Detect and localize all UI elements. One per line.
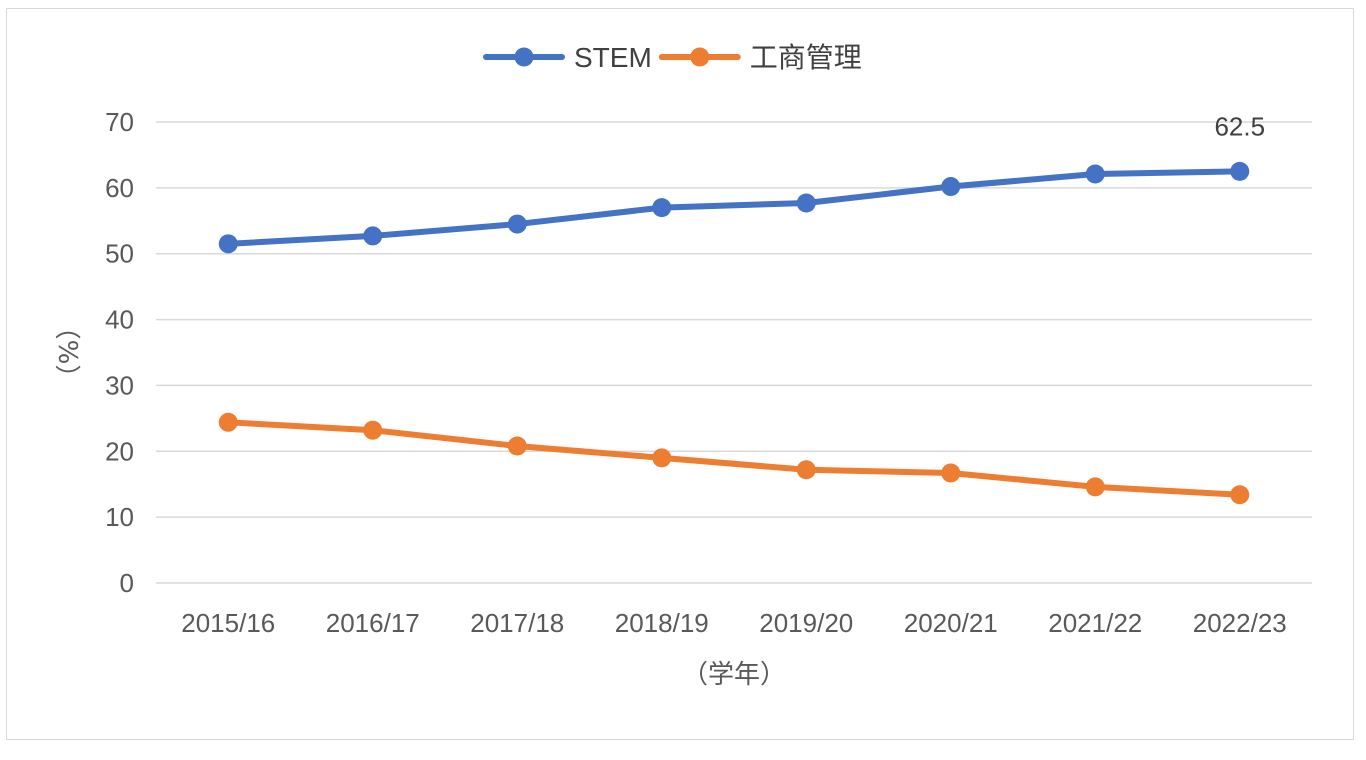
x-axis-title: （学年） xyxy=(682,660,786,690)
y-tick-label: 0 xyxy=(120,568,134,598)
y-tick-label: 30 xyxy=(105,370,134,400)
legend-item: STEM xyxy=(483,42,652,73)
data-point xyxy=(218,412,238,432)
y-axis-title: （%） xyxy=(55,314,85,391)
y-tick-label: 50 xyxy=(105,239,134,269)
x-tick-label: 2021/22 xyxy=(1048,608,1142,638)
y-tick-label: 10 xyxy=(105,502,134,532)
data-point xyxy=(652,448,672,468)
legend-swatch-marker xyxy=(690,47,710,67)
legend-label: 工商管理 xyxy=(750,42,862,73)
data-point xyxy=(507,214,527,234)
legend-item: 工商管理 xyxy=(658,42,862,73)
series-lines xyxy=(218,161,1250,505)
series-1 xyxy=(218,412,1250,505)
data-point xyxy=(507,436,527,456)
y-tick-label: 60 xyxy=(105,173,134,203)
data-point xyxy=(1230,161,1250,181)
gridlines xyxy=(156,121,1312,584)
series-line xyxy=(225,419,1243,498)
data-point xyxy=(1085,477,1105,497)
legend-label: STEM xyxy=(574,42,652,73)
y-tick-label: 70 xyxy=(105,107,134,137)
data-point xyxy=(941,177,961,197)
data-point xyxy=(796,193,816,213)
data-point xyxy=(652,198,672,218)
series-line xyxy=(225,168,1243,247)
data-point xyxy=(941,463,961,483)
data-point xyxy=(796,460,816,480)
y-tick-label: 40 xyxy=(105,305,134,335)
data-point xyxy=(1085,164,1105,184)
x-tick-label: 2020/21 xyxy=(904,608,998,638)
data-labels: 62.5 xyxy=(1214,111,1265,141)
x-tick-label: 2015/16 xyxy=(181,608,275,638)
data-label: 62.5 xyxy=(1214,111,1265,141)
data-point xyxy=(363,420,383,440)
legend-swatch-marker xyxy=(514,47,534,67)
x-tick-label: 2016/17 xyxy=(326,608,420,638)
chart-frame xyxy=(6,8,1354,740)
x-axis-ticks: 2015/16 2016/17 2017/18 2018/19 2019/20 2020/… xyxy=(181,608,1286,638)
x-tick-label: 2019/20 xyxy=(759,608,853,638)
x-tick-label: 2018/19 xyxy=(615,608,709,638)
x-tick-label: 2017/18 xyxy=(470,608,564,638)
x-tick-label: 2022/23 xyxy=(1193,608,1287,638)
data-point xyxy=(363,226,383,246)
y-axis-ticks: 0 10 20 30 40 50 60 70 xyxy=(105,107,134,598)
data-point xyxy=(1230,485,1250,505)
data-point xyxy=(218,234,238,254)
y-tick-label: 20 xyxy=(105,436,134,466)
legend: STEM 工商管理 xyxy=(483,42,862,73)
series-0 xyxy=(218,161,1250,254)
